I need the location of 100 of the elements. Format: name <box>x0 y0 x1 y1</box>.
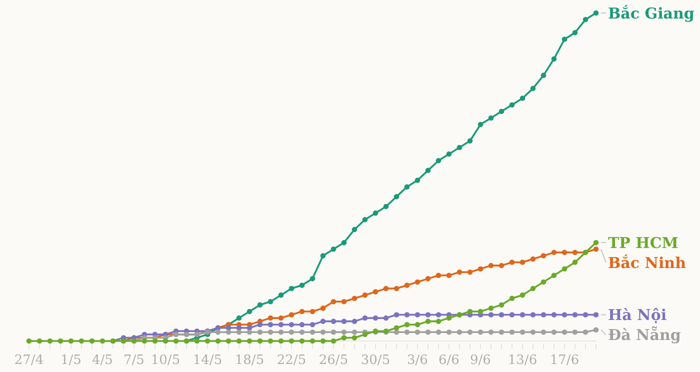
point <box>498 330 504 335</box>
point <box>215 338 221 344</box>
point <box>362 332 368 338</box>
point <box>414 178 420 183</box>
point <box>58 338 64 344</box>
point <box>509 260 515 265</box>
point <box>540 279 546 285</box>
x-tick-label: 14/5 <box>192 353 222 368</box>
point <box>320 338 326 344</box>
point <box>530 286 536 292</box>
point <box>551 330 557 335</box>
point <box>352 296 358 301</box>
series-label: Đà Nẵng <box>608 326 682 344</box>
point <box>436 330 442 335</box>
point <box>288 312 294 318</box>
point <box>562 250 568 256</box>
point <box>572 312 578 318</box>
point <box>288 338 294 344</box>
point <box>310 330 316 335</box>
point <box>268 299 274 304</box>
point <box>593 312 599 318</box>
point <box>582 312 588 318</box>
x-tick-label: 1/5 <box>60 353 82 368</box>
point <box>456 144 462 150</box>
point <box>341 240 347 246</box>
point <box>551 272 557 278</box>
point <box>551 250 557 256</box>
point <box>383 204 389 210</box>
point <box>330 338 336 344</box>
point <box>498 108 504 114</box>
point <box>425 330 431 335</box>
point <box>68 338 74 344</box>
point <box>89 338 95 344</box>
point <box>572 250 578 256</box>
point <box>425 276 431 282</box>
point <box>572 260 578 265</box>
point <box>436 318 442 324</box>
point <box>320 306 326 311</box>
point <box>246 330 252 335</box>
point <box>520 292 526 298</box>
point <box>467 138 473 144</box>
point <box>288 286 294 292</box>
point <box>362 292 368 298</box>
x-tick-label: 10/5 <box>150 353 180 368</box>
point <box>436 158 442 164</box>
point <box>257 322 263 328</box>
point <box>394 286 400 292</box>
point <box>330 246 336 252</box>
point <box>572 30 578 36</box>
point <box>278 292 284 298</box>
point <box>414 312 420 318</box>
point <box>36 338 42 344</box>
point <box>362 217 368 222</box>
point <box>341 330 347 335</box>
point <box>320 253 326 258</box>
point <box>372 210 378 216</box>
point <box>246 338 252 344</box>
point <box>520 330 526 335</box>
x-tick-label: 7/5 <box>124 353 144 368</box>
point <box>268 322 274 328</box>
point <box>509 102 515 108</box>
point <box>593 10 599 16</box>
point <box>330 299 336 304</box>
x-tick-label: 3/6 <box>407 353 428 368</box>
x-tick-label: 22/5 <box>276 353 306 368</box>
point <box>352 318 358 324</box>
point <box>436 272 442 278</box>
point <box>268 330 274 335</box>
point <box>509 296 515 301</box>
point <box>299 338 305 344</box>
point <box>383 315 389 321</box>
point <box>257 338 263 344</box>
point <box>394 194 400 200</box>
point <box>278 322 284 328</box>
point <box>498 302 504 308</box>
point <box>414 279 420 285</box>
point <box>352 330 358 335</box>
point <box>404 282 410 288</box>
point <box>341 299 347 304</box>
point <box>394 325 400 331</box>
point <box>478 122 484 128</box>
point <box>310 338 316 344</box>
point <box>425 168 431 174</box>
point <box>593 327 599 332</box>
point <box>582 330 588 335</box>
point <box>530 86 536 92</box>
point <box>520 260 526 265</box>
point <box>278 330 284 335</box>
point <box>352 335 358 340</box>
point <box>341 335 347 340</box>
point <box>488 262 494 268</box>
x-tick-label: 4/5 <box>92 353 113 368</box>
point <box>488 312 494 318</box>
point <box>478 330 484 335</box>
point <box>394 312 400 318</box>
point <box>236 338 242 344</box>
point <box>446 151 452 157</box>
x-tick-label: 13/6 <box>508 353 538 368</box>
point <box>425 318 431 324</box>
point <box>226 330 232 335</box>
